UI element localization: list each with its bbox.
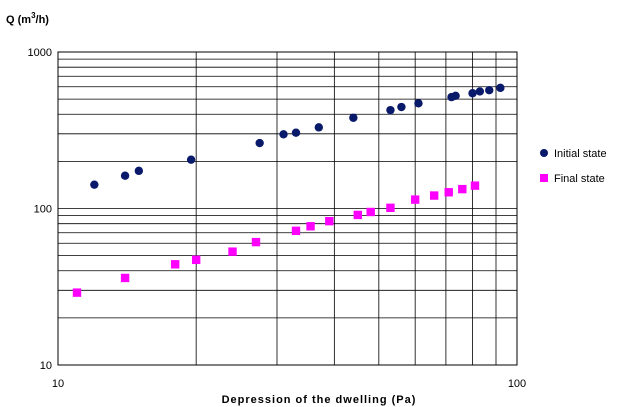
point-initial-state: [386, 105, 395, 115]
legend-label-initial-state: Initial state: [554, 148, 607, 160]
point-initial-state: [349, 113, 358, 122]
point-initial-state: [120, 171, 130, 180]
point-final-state: [458, 184, 467, 194]
point-initial-state: [414, 99, 423, 108]
point-final-state: [386, 203, 395, 213]
point-final-state: [429, 191, 439, 200]
legend: Initial state Final state: [540, 148, 607, 185]
point-final-state: [410, 195, 420, 204]
point-initial-state: [496, 83, 505, 93]
point-initial-state: [451, 91, 460, 100]
point-initial-state: [314, 123, 324, 132]
point-initial-state: [485, 86, 494, 95]
point-final-state: [325, 216, 334, 226]
point-initial-state: [291, 128, 301, 137]
point-final-state: [353, 210, 363, 220]
point-final-state: [228, 247, 237, 256]
point-final-state: [306, 222, 315, 231]
point-final-state: [444, 188, 453, 197]
point-final-state: [72, 288, 82, 297]
point-final-state: [291, 226, 301, 236]
point-final-state: [251, 237, 261, 247]
y-tick-label: 10: [40, 360, 52, 372]
point-initial-state: [186, 155, 196, 164]
point-initial-state: [134, 166, 144, 176]
point-initial-state: [475, 87, 485, 96]
x-axis-label: Depression of the dwelling (Pa): [222, 394, 417, 406]
point-initial-state: [90, 180, 99, 189]
tick-labels: 10 100 1000 10 100: [28, 47, 527, 390]
y-tick-label: 100: [34, 204, 52, 216]
x-tick-label: 10: [52, 378, 64, 390]
y-axis-label: Q (m3/h): [6, 11, 49, 26]
point-final-state: [170, 260, 180, 269]
point-final-state: [470, 181, 480, 190]
point-final-state: [191, 255, 201, 265]
legend-marker-initial-state: [540, 149, 548, 157]
point-initial-state: [397, 102, 406, 112]
legend-label-final-state: Final state: [554, 173, 605, 185]
point-initial-state: [255, 138, 264, 148]
y-tick-label: 1000: [28, 47, 52, 59]
legend-marker-final-state: [540, 174, 548, 182]
point-initial-state: [468, 89, 477, 98]
point-final-state: [120, 273, 130, 283]
point-initial-state: [279, 130, 288, 139]
x-tick-label: 100: [508, 378, 526, 390]
plot-frame: [57, 51, 518, 366]
data-points: [72, 83, 505, 297]
point-final-state: [366, 207, 375, 217]
